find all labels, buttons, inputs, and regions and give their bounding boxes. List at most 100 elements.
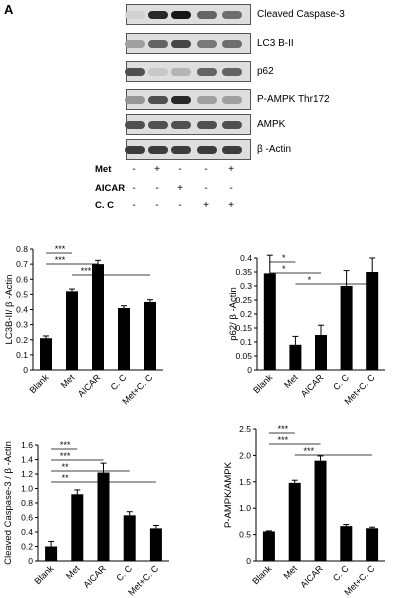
blot-band	[171, 146, 191, 154]
blot-band	[171, 11, 191, 19]
blot-band	[148, 121, 168, 129]
significance-label: *	[282, 253, 286, 263]
y-tick-label: 2.0	[239, 450, 251, 460]
bar	[340, 286, 353, 370]
y-tick-label: 0.05	[235, 351, 252, 361]
treatment-mark: -	[204, 164, 208, 175]
blot-label: AMPK	[257, 119, 286, 130]
y-axis-label: Cleaved Caspase-3 / β -Actin	[3, 441, 14, 565]
blot-band	[197, 11, 217, 19]
x-tick-label: AICAR	[298, 563, 325, 590]
y-tick-label: 0.7	[16, 259, 28, 269]
y-tick-label: 0.8	[16, 244, 28, 254]
significance-label: ***	[278, 435, 289, 445]
bar	[262, 531, 275, 561]
blot-band	[125, 40, 145, 48]
chart-panel: 0 0.05 0.1 0.15 0.2 0.25 0.3 0.35 0.4 p62/ β -Act…	[228, 253, 385, 406]
blot-band	[222, 121, 242, 129]
significance-label: ***	[60, 451, 71, 461]
x-tick-label: C. C	[331, 563, 351, 583]
blot-band	[171, 40, 191, 48]
blot-band	[125, 146, 145, 154]
panel-label: A	[4, 2, 14, 17]
y-tick-label: 0.1	[16, 350, 28, 360]
treatment-mark: +	[228, 164, 234, 175]
blot-band	[148, 11, 168, 19]
bar	[314, 460, 327, 561]
bar	[340, 526, 353, 561]
y-tick-label: 0.3	[16, 320, 28, 330]
significance-label: ***	[55, 255, 66, 265]
blot-band	[125, 11, 145, 19]
x-tick-label: Met	[59, 372, 77, 390]
y-tick-label: 2.5	[239, 424, 251, 434]
bar	[66, 291, 78, 370]
bar	[118, 307, 130, 370]
blot-row	[125, 89, 251, 110]
treatment-mark: -	[132, 183, 136, 194]
bar	[263, 273, 276, 370]
y-tick-label: 0.2	[21, 542, 33, 552]
blot-band	[171, 121, 191, 129]
y-tick-label: 0.4	[240, 253, 252, 263]
treatment-mark: -	[132, 200, 136, 211]
blot-band	[197, 96, 217, 104]
x-tick-label: Blank	[251, 372, 274, 395]
blot-band	[125, 68, 145, 76]
x-tick-label: Met	[64, 563, 82, 581]
blot-label: p62	[257, 66, 274, 77]
significance-label: **	[62, 473, 70, 483]
significance-label: *	[308, 275, 312, 285]
y-tick-label: 0.4	[21, 527, 33, 537]
bar	[92, 264, 104, 370]
y-tick-label: 1.2	[21, 469, 33, 479]
blot-band	[148, 146, 168, 154]
blot-band	[148, 40, 168, 48]
x-tick-label: C. C	[331, 372, 351, 392]
significance-label: ***	[55, 244, 66, 254]
blot-row	[125, 114, 251, 135]
y-tick-label: 0.6	[21, 513, 33, 523]
y-tick-label: 1.6	[21, 440, 33, 450]
blot-band	[222, 146, 242, 154]
treatment-mark: +	[154, 164, 160, 175]
blot-band	[197, 146, 217, 154]
blot-row	[125, 33, 251, 54]
treatment-label: C. C	[95, 200, 114, 211]
x-tick-label: Blank	[33, 563, 56, 586]
significance-label: *	[282, 264, 286, 274]
treatment-mark: +	[177, 183, 183, 194]
x-tick-label: AICAR	[76, 372, 103, 399]
treatment-mark: -	[204, 183, 208, 194]
x-tick-label: Met	[282, 372, 300, 390]
bar	[288, 482, 301, 561]
y-tick-label: 0	[28, 556, 33, 566]
bar	[289, 344, 302, 370]
bar	[315, 335, 327, 370]
y-tick-label: 0.4	[16, 305, 28, 315]
significance-label: ***	[60, 440, 71, 450]
blot-band	[222, 68, 242, 76]
blot-band	[171, 96, 191, 104]
y-tick-label: 0.25	[235, 295, 252, 305]
blot-row	[125, 61, 251, 82]
x-tick-label: Blank	[27, 372, 50, 395]
blot-label: Cleaved Caspase-3	[257, 9, 345, 20]
y-axis-label: P-AMPK/AMPK	[223, 461, 234, 528]
bar	[149, 528, 162, 561]
blot-band	[148, 96, 168, 104]
blot-band	[197, 68, 217, 76]
blot-band	[222, 96, 242, 104]
y-tick-label: 0.2	[240, 309, 252, 319]
blot-band	[222, 11, 242, 19]
blot-row	[125, 139, 251, 160]
y-tick-label: 0.2	[16, 335, 28, 345]
y-axis-label: LC3B-II/ β -Actin	[4, 275, 15, 345]
y-tick-label: 0.6	[16, 274, 28, 284]
significance-label: ***	[278, 424, 289, 434]
blot-label: P-AMPK Thr172	[257, 94, 330, 105]
x-tick-label: AICAR	[81, 563, 108, 590]
x-tick-label: Blank	[250, 563, 273, 586]
treatment-label: AICAR	[95, 183, 126, 194]
